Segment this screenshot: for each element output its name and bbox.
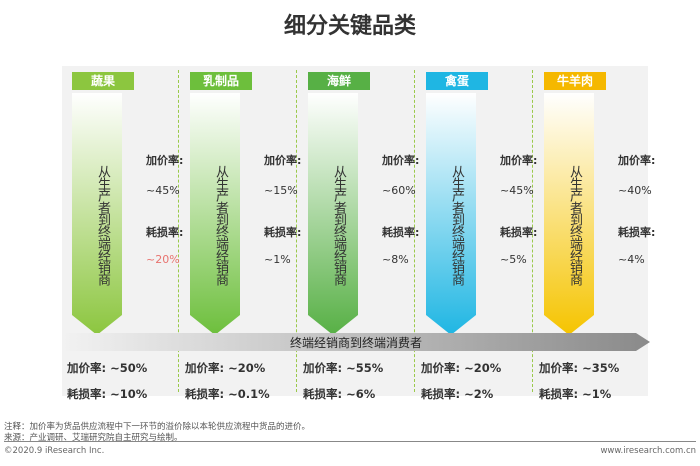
retail-loss: 耗损率: ~10% — [67, 387, 148, 401]
markup-label: 加价率: — [618, 154, 656, 167]
category-column: 牛羊肉从生产者到终端经销商 加价率: ~40% 耗损率: ~4% — [534, 66, 655, 396]
category-column: 蔬果从生产者到终端经销商 加价率: ~45% 耗损率: ~20% — [62, 66, 183, 396]
markup-label: 加价率: — [500, 154, 538, 167]
stage-vertical-label: 从生产者到终端经销商 — [213, 165, 228, 285]
loss-value: ~20% — [146, 253, 180, 266]
category-column: 禽蛋从生产者到终端经销商 加价率: ~45% 耗损率: ~5% — [416, 66, 537, 396]
loss-value: ~4% — [618, 253, 645, 266]
category-header: 牛羊肉 — [544, 72, 606, 90]
loss-label: 耗损率: — [264, 226, 302, 239]
loss-value: ~8% — [382, 253, 409, 266]
markup-label: 加价率: — [382, 154, 420, 167]
markup-label: 加价率: — [264, 154, 302, 167]
retail-markup: 加价率: ~20% — [185, 361, 266, 375]
stage-vertical-label: 从生产者到终端经销商 — [449, 165, 464, 285]
page-title: 细分关键品类 — [283, 14, 416, 39]
markup-value: ~45% — [500, 184, 534, 197]
stage-vertical-label: 从生产者到终端经销商 — [95, 165, 110, 285]
retail-markup: 加价率: ~20% — [421, 361, 502, 375]
retail-stage-band: 终端经销商到终端消费者 — [62, 331, 650, 353]
markup-value: ~15% — [264, 184, 298, 197]
loss-label: 耗损率: — [382, 226, 420, 239]
stage-vertical-label: 从生产者到终端经销商 — [331, 165, 346, 285]
stage-vertical-label: 从生产者到终端经销商 — [567, 165, 582, 285]
retail-loss: 耗损率: ~0.1% — [185, 387, 270, 401]
category-column: 海鲜从生产者到终端经销商 加价率: ~60% 耗损率: ~8% — [298, 66, 419, 396]
markup-value: ~60% — [382, 184, 416, 197]
retail-loss: 耗损率: ~2% — [421, 387, 494, 401]
footer-divider — [4, 441, 696, 442]
category-header: 海鲜 — [308, 72, 370, 90]
markup-label: 加价率: — [146, 154, 184, 167]
category-column: 乳制品从生产者到终端经销商 加价率: ~15% 耗损率: ~1% — [180, 66, 301, 396]
markup-value: ~40% — [618, 184, 652, 197]
column-separator — [414, 70, 415, 392]
down-arrow-shape: 从生产者到终端经销商 — [308, 93, 358, 335]
down-arrow-shape: 从生产者到终端经销商 — [190, 93, 240, 335]
down-arrow-shape: 从生产者到终端经销商 — [544, 93, 594, 335]
loss-value: ~1% — [264, 253, 291, 266]
category-header: 乳制品 — [190, 72, 252, 90]
loss-label: 耗损率: — [618, 226, 656, 239]
loss-value: ~5% — [500, 253, 527, 266]
note-text: 注释：加价率为货品供应流程中下一环节的溢价除以本轮供应流程中货品的进价。 — [4, 422, 311, 432]
copyright-text: ©2020.9 iResearch Inc. — [4, 446, 105, 456]
down-arrow-shape: 从生产者到终端经销商 — [426, 93, 476, 335]
column-separator — [532, 70, 533, 392]
retail-loss: 耗损率: ~1% — [539, 387, 612, 401]
loss-label: 耗损率: — [500, 226, 538, 239]
column-separator — [178, 70, 179, 392]
column-separator — [296, 70, 297, 392]
retail-markup: 加价率: ~55% — [303, 361, 384, 375]
down-arrow-shape: 从生产者到终端经销商 — [72, 93, 122, 335]
retail-markup: 加价率: ~50% — [67, 361, 148, 375]
source-text: 来源：产业调研、艾瑞研究院自主研究与绘制。 — [4, 433, 183, 443]
markup-value: ~45% — [146, 184, 180, 197]
website-text: www.iresearch.com.cn — [600, 446, 696, 456]
retail-stage-label: 终端经销商到终端消费者 — [289, 336, 422, 350]
loss-label: 耗损率: — [146, 226, 184, 239]
category-header: 禽蛋 — [426, 72, 488, 90]
category-header: 蔬果 — [72, 72, 134, 90]
retail-loss: 耗损率: ~6% — [303, 387, 376, 401]
retail-markup: 加价率: ~35% — [539, 361, 620, 375]
